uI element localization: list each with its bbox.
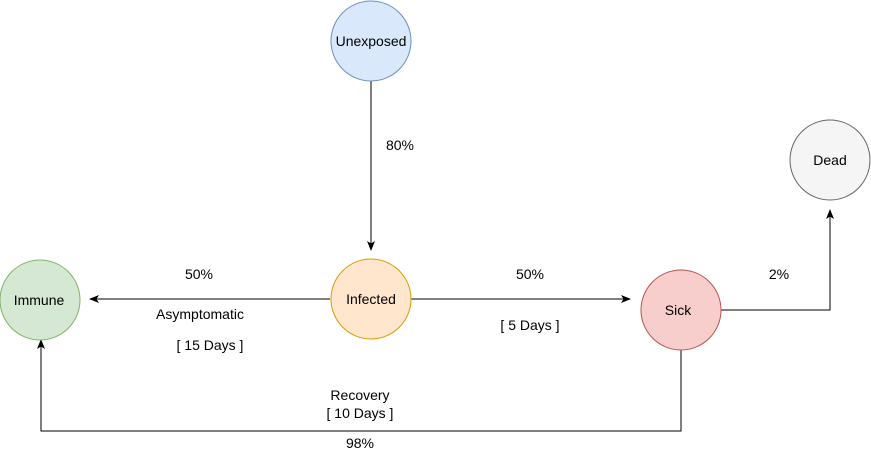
node-immune-label: Immune bbox=[14, 292, 65, 308]
edge-infected-sick-probability: 50% bbox=[516, 266, 544, 282]
edge-sick-immune-probability: 98% bbox=[346, 435, 374, 451]
node-dead-circle bbox=[789, 119, 871, 201]
node-sick[interactable]: Sick bbox=[640, 269, 722, 351]
edge-infected-immune-name: Asymptomatic bbox=[156, 306, 244, 322]
node-dead[interactable]: Dead bbox=[789, 119, 871, 201]
node-unexposed[interactable]: Unexposed bbox=[330, 0, 412, 82]
node-infected-label: Infected bbox=[346, 291, 396, 307]
edge-sick-dead-probability: 2% bbox=[769, 266, 789, 282]
edge-sick-to-immune bbox=[37, 339, 682, 432]
edge-infected-immune-probability: 50% bbox=[185, 266, 213, 282]
node-sick-circle bbox=[640, 269, 722, 351]
edge-sick-to-dead bbox=[721, 209, 834, 311]
node-unexposed-label: Unexposed bbox=[336, 33, 407, 49]
node-unexposed-circle bbox=[330, 0, 412, 82]
edge-infected-immune-duration: [ 15 Days ] bbox=[177, 337, 244, 353]
edge-unexposed-infected-probability: 80% bbox=[386, 137, 414, 153]
node-sick-label: Sick bbox=[665, 302, 692, 318]
node-immune-circle bbox=[0, 259, 81, 341]
node-infected-circle bbox=[330, 258, 412, 340]
node-dead-label: Dead bbox=[813, 152, 846, 168]
node-immune[interactable]: Immune bbox=[0, 259, 81, 341]
edge-infected-sick-duration: [ 5 Days ] bbox=[500, 317, 559, 333]
node-infected[interactable]: Infected bbox=[330, 258, 412, 340]
edge-sick-immune-duration: [ 10 Days ] bbox=[327, 405, 394, 421]
edge-sick-immune-name: Recovery bbox=[330, 387, 389, 403]
